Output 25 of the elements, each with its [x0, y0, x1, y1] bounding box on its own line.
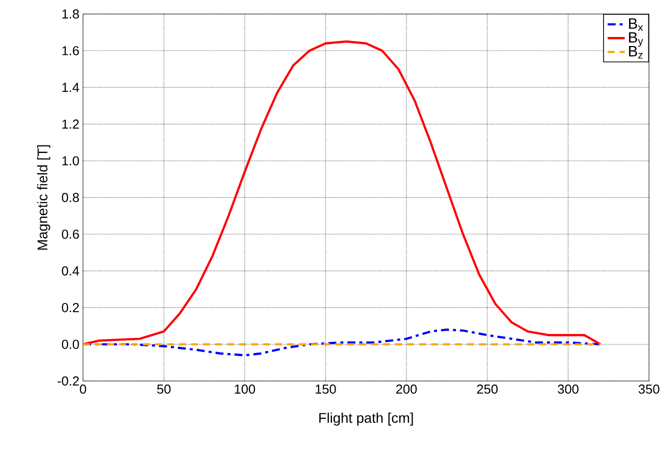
y-tick-label: 0.0 [62, 340, 79, 349]
y-axis-title: Magnetic field [T] [37, 145, 50, 250]
x-tick-label: 0 [80, 384, 86, 394]
y-tick-label: 0.6 [62, 230, 79, 239]
x-tick-label: 250 [477, 384, 498, 394]
x-axis-title: Flight path [cm] [319, 412, 413, 426]
y-tick-label: 0.8 [62, 192, 79, 202]
y-tick-label: 0.2 [62, 302, 79, 312]
x-tick-label: 150 [316, 384, 336, 394]
y-tick-label: 1.0 [62, 156, 79, 166]
line-series [83, 40, 602, 346]
y-tick-label: 1.2 [62, 120, 79, 129]
y-tick-label: -0.2 [58, 376, 79, 386]
y-tick-label: 1.8 [62, 9, 79, 19]
x-tick-label: 350 [638, 384, 660, 394]
legend-label: B$_{x}$ [629, 18, 643, 31]
y-tick-label: 1.6 [62, 46, 79, 56]
x-tick-label: 300 [558, 384, 578, 394]
y-tick-label: 1.4 [62, 82, 80, 92]
x-tick-label: 200 [396, 384, 417, 394]
y-tick-label: 0.4 [62, 266, 80, 276]
x-tick-label: 50 [157, 384, 171, 394]
legend-label: B$_{z}$ [629, 46, 643, 59]
legend-label: B$_{y}$ [629, 32, 644, 47]
x-tick-label: 100 [234, 384, 256, 394]
